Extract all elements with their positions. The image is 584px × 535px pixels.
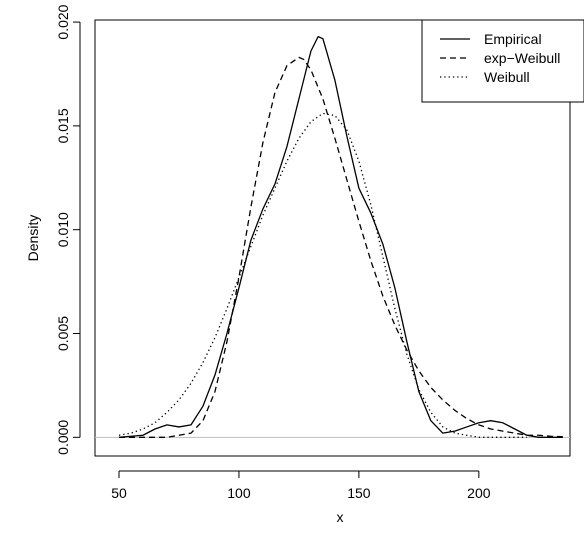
series-line-exp-weibull (118, 56, 563, 438)
x-tick-label: 200 (467, 485, 491, 501)
series-group (118, 35, 563, 438)
x-tick-label: 150 (347, 485, 371, 501)
y-tick-label: 0.015 (55, 108, 71, 143)
series-line-weibull (118, 112, 527, 438)
legend-box (421, 19, 584, 103)
plot-frame (94, 19, 571, 457)
legend-label-exp-weibull: exp−Weibull (484, 50, 560, 66)
y-tick-label: 0.005 (55, 316, 71, 351)
y-axis: 0.000 0.005 0.010 0.015 0.020 (55, 4, 81, 455)
y-axis-title: Density (25, 215, 41, 262)
x-tick-label: 50 (111, 485, 127, 501)
x-axis-title: x (337, 509, 344, 525)
legend-label-weibull: Weibull (484, 69, 530, 85)
legend: Empirical exp−Weibull Weibull (421, 19, 584, 103)
legend-label-empirical: Empirical (484, 31, 542, 47)
x-tick-label: 100 (227, 485, 251, 501)
y-tick-label: 0.020 (55, 4, 71, 39)
series-line-empirical (118, 35, 563, 438)
x-axis: 50 100 150 200 (111, 470, 491, 501)
y-tick-label: 0.010 (55, 212, 71, 247)
y-tick-label: 0.000 (55, 420, 71, 455)
